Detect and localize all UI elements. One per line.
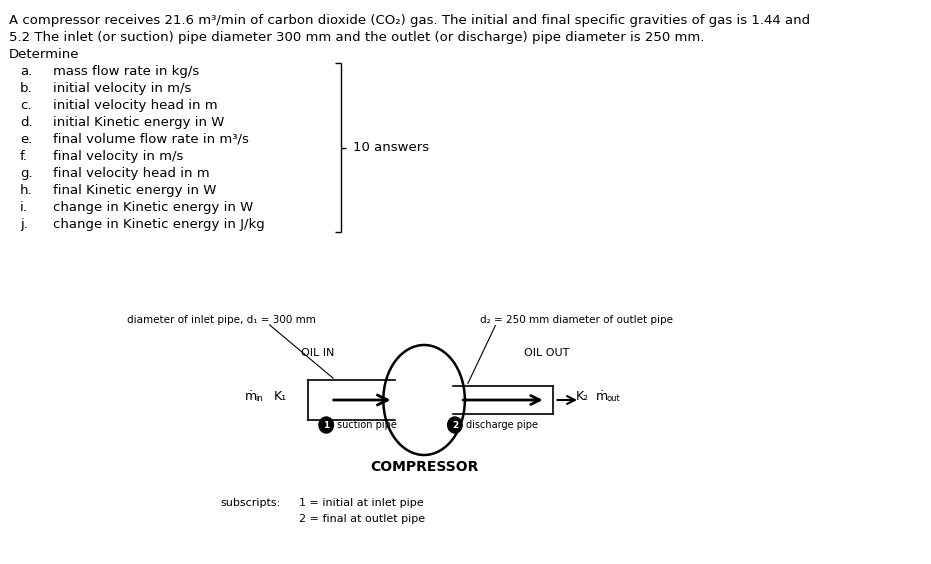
- Text: final velocity in m/s: final velocity in m/s: [52, 150, 182, 163]
- Text: K₂: K₂: [575, 390, 588, 403]
- Text: 10 answers: 10 answers: [354, 141, 429, 154]
- Text: K₁: K₁: [274, 390, 287, 403]
- Text: d.: d.: [20, 116, 33, 129]
- Text: 2: 2: [452, 421, 458, 430]
- Text: 5.2 The inlet (or suction) pipe diameter 300 mm and the outlet (or discharge) pi: 5.2 The inlet (or suction) pipe diameter…: [9, 31, 705, 44]
- Text: A compressor receives 21.6 m³/min of carbon dioxide (CO₂) gas. The initial and f: A compressor receives 21.6 m³/min of car…: [9, 14, 810, 27]
- Text: initial velocity head in m: initial velocity head in m: [52, 99, 217, 112]
- Text: 1: 1: [323, 421, 330, 430]
- Text: discharge pipe: discharge pipe: [466, 420, 538, 430]
- Text: c.: c.: [20, 99, 32, 112]
- Text: initial Kinetic energy in W: initial Kinetic energy in W: [52, 116, 224, 129]
- Text: COMPRESSOR: COMPRESSOR: [370, 460, 479, 474]
- Text: out: out: [606, 394, 620, 403]
- Text: Determine: Determine: [9, 48, 79, 61]
- Text: b.: b.: [20, 82, 33, 95]
- Text: diameter of inlet pipe, d₁ = 300 mm: diameter of inlet pipe, d₁ = 300 mm: [127, 315, 316, 325]
- Text: final Kinetic energy in W: final Kinetic energy in W: [52, 184, 216, 197]
- Text: i.: i.: [20, 201, 28, 214]
- Text: OIL IN: OIL IN: [301, 348, 334, 358]
- Text: suction pipe: suction pipe: [337, 420, 397, 430]
- Text: final velocity head in m: final velocity head in m: [52, 167, 209, 180]
- Text: f.: f.: [20, 150, 28, 163]
- Text: j.: j.: [20, 218, 28, 231]
- Text: ṁ: ṁ: [245, 390, 257, 403]
- Circle shape: [319, 417, 333, 433]
- Text: change in Kinetic energy in W: change in Kinetic energy in W: [52, 201, 253, 214]
- Text: change in Kinetic energy in J/kg: change in Kinetic energy in J/kg: [52, 218, 264, 231]
- Text: 2 = final at outlet pipe: 2 = final at outlet pipe: [299, 514, 425, 524]
- Text: d₂ = 250 mm diameter of outlet pipe: d₂ = 250 mm diameter of outlet pipe: [480, 315, 673, 325]
- Text: initial velocity in m/s: initial velocity in m/s: [52, 82, 191, 95]
- Text: in: in: [255, 394, 263, 403]
- Text: ṁ: ṁ: [596, 390, 608, 403]
- Circle shape: [448, 417, 462, 433]
- Text: subscripts:: subscripts:: [221, 498, 280, 508]
- Text: 1 = initial at inlet pipe: 1 = initial at inlet pipe: [299, 498, 424, 508]
- Text: g.: g.: [20, 167, 33, 180]
- Text: h.: h.: [20, 184, 33, 197]
- Text: mass flow rate in kg/s: mass flow rate in kg/s: [52, 65, 199, 78]
- Text: OIL OUT: OIL OUT: [524, 348, 569, 358]
- Text: e.: e.: [20, 133, 33, 146]
- Text: final volume flow rate in m³/s: final volume flow rate in m³/s: [52, 133, 249, 146]
- Text: a.: a.: [20, 65, 33, 78]
